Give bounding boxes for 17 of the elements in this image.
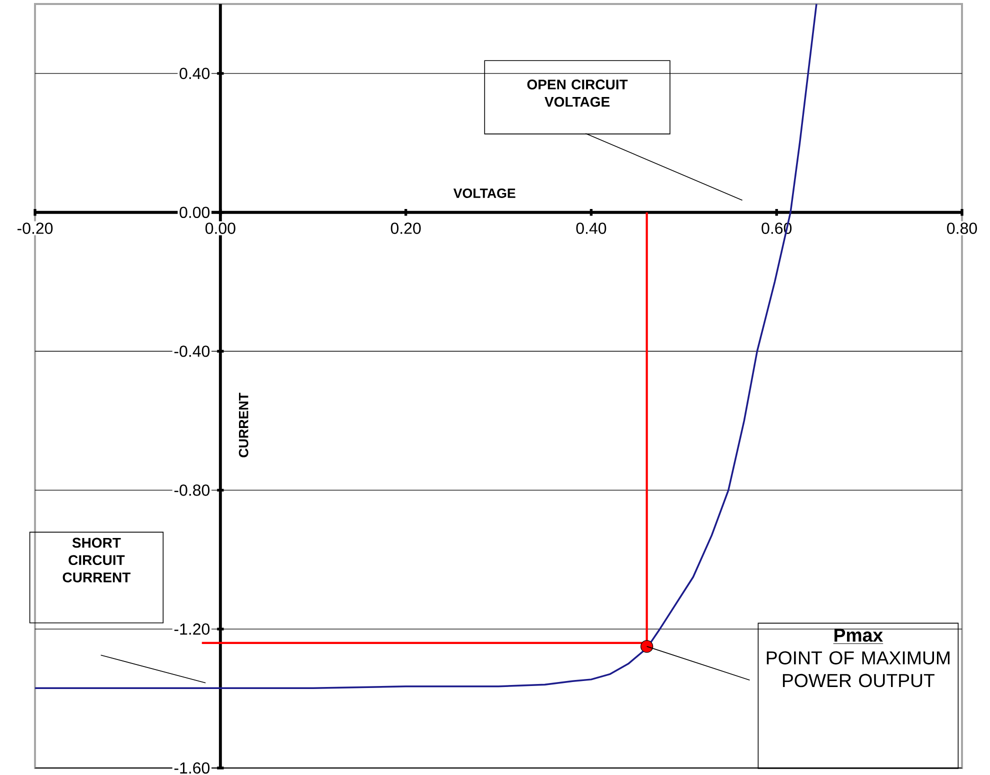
annotation: OPEN CIRCUIT VOLTAGE [527, 80, 628, 107]
x-tick-label: 0.00 [205, 222, 236, 234]
y-tick-label: 0.40 [180, 68, 210, 80]
y-tick-label: -1.60 [174, 762, 210, 774]
y-tick-label: -0.40 [174, 346, 210, 357]
x-tick-label: 0.80 [947, 222, 977, 234]
x-tick-label: -0.20 [17, 222, 53, 234]
y-tick-label: 0.00 [180, 206, 210, 218]
annotation: Pmax [834, 628, 883, 642]
x-tick-label: 0.20 [390, 222, 421, 234]
annotation: POINT OF MAXIMUM POWER OUTPUT [766, 651, 950, 688]
y-axis-title: CURRENT [238, 392, 248, 458]
y-tick-label: -0.80 [174, 484, 210, 496]
y-tick-label: -1.20 [174, 623, 210, 635]
x-axis-title: VOLTAGE [453, 188, 516, 198]
annotation: SHORT CIRCUIT CURRENT [62, 538, 131, 582]
x-tick-label: 0.40 [576, 222, 606, 234]
